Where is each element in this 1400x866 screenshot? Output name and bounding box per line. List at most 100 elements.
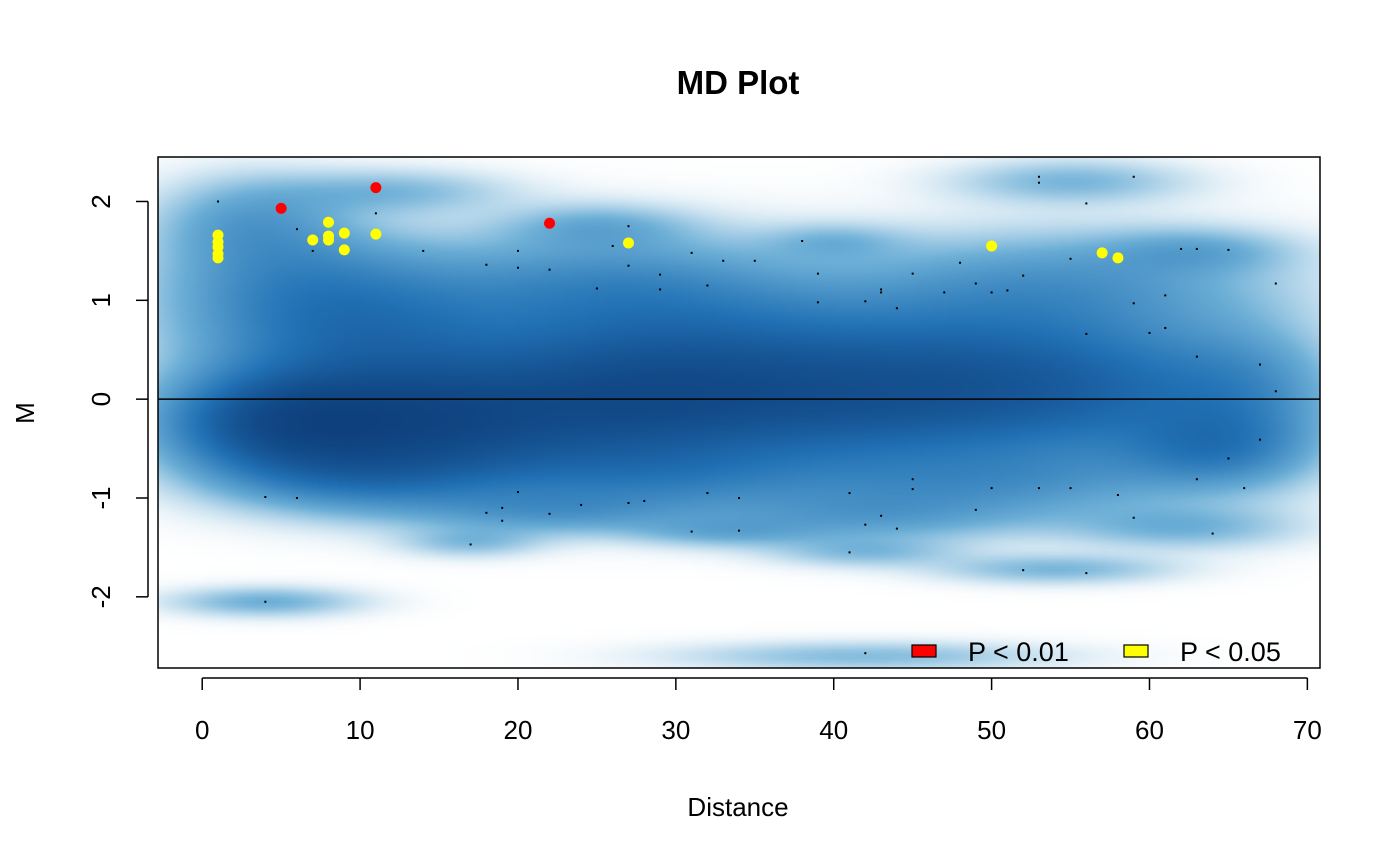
- background-point: [990, 487, 993, 490]
- y-tick-label: 2: [86, 194, 116, 208]
- x-axis-label: Distance: [687, 792, 788, 822]
- background-point: [1274, 390, 1277, 393]
- background-point: [311, 249, 314, 252]
- background-point: [864, 300, 867, 303]
- background-point: [516, 491, 519, 494]
- background-point: [722, 259, 725, 262]
- background-point: [1037, 487, 1040, 490]
- background-point: [595, 287, 598, 290]
- background-point: [485, 511, 488, 514]
- background-point: [516, 249, 519, 252]
- y-tick-label: 0: [86, 392, 116, 406]
- background-point: [659, 273, 662, 276]
- background-point: [911, 272, 914, 275]
- background-point: [1132, 302, 1135, 305]
- significant-point: [986, 240, 998, 252]
- significant-point: [338, 244, 350, 256]
- plot-border: [157, 156, 1321, 669]
- background-point: [501, 506, 504, 509]
- background-point: [1085, 202, 1088, 205]
- background-point: [1022, 274, 1025, 277]
- background-point: [738, 529, 740, 532]
- background-point: [690, 251, 693, 254]
- significant-point: [275, 202, 287, 214]
- density-heatmap: [158, 157, 1320, 668]
- background-point: [880, 288, 883, 291]
- background-point: [1259, 363, 1262, 366]
- background-point: [548, 512, 551, 515]
- background-point: [264, 496, 267, 499]
- background-point: [911, 488, 914, 491]
- background-point: [895, 527, 898, 530]
- background-point: [485, 263, 488, 266]
- background-point: [1085, 332, 1088, 335]
- background-point: [816, 272, 819, 275]
- background-point: [1132, 516, 1135, 519]
- background-point: [738, 496, 740, 499]
- background-point: [864, 523, 867, 526]
- background-point: [706, 284, 709, 287]
- background-point: [516, 266, 519, 269]
- background-point: [706, 492, 709, 495]
- significant-point: [338, 227, 350, 239]
- y-tick-label: -2: [86, 585, 116, 608]
- chart-title: MD Plot: [677, 64, 800, 101]
- background-point: [580, 503, 583, 506]
- significant-point: [1096, 247, 1108, 259]
- background-point: [911, 478, 914, 481]
- background-point: [1195, 478, 1198, 481]
- background-point: [880, 514, 883, 517]
- background-point: [1227, 457, 1230, 460]
- background-point: [1085, 572, 1088, 575]
- background-point: [422, 249, 425, 252]
- significant-point: [370, 228, 382, 240]
- y-tick-label: -1: [86, 486, 116, 509]
- background-point: [627, 225, 630, 228]
- background-point: [943, 291, 946, 294]
- background-point: [1195, 355, 1198, 358]
- x-tick-label: 0: [195, 715, 209, 745]
- significant-point: [370, 182, 382, 194]
- background-point: [659, 288, 662, 291]
- significant-point: [323, 216, 335, 228]
- background-point: [627, 264, 630, 267]
- background-point: [1132, 175, 1135, 178]
- legend-swatch: [1123, 644, 1149, 658]
- significant-point: [307, 234, 319, 246]
- background-point: [1227, 248, 1230, 251]
- background-point: [753, 259, 756, 262]
- significant-point: [544, 217, 556, 229]
- background-point: [974, 508, 977, 511]
- background-point: [1259, 438, 1262, 441]
- background-point: [801, 240, 804, 243]
- background-point: [1069, 257, 1072, 260]
- x-tick-label: 70: [1293, 715, 1322, 745]
- background-point: [374, 212, 377, 215]
- background-point: [974, 282, 977, 285]
- background-point: [469, 543, 472, 546]
- background-point: [816, 301, 819, 304]
- background-point: [1116, 494, 1119, 497]
- background-point: [643, 499, 646, 502]
- legend-label: P < 0.01: [968, 637, 1069, 667]
- significant-point: [212, 252, 224, 264]
- background-point: [880, 291, 883, 294]
- background-point: [627, 501, 630, 504]
- background-point: [1037, 175, 1040, 178]
- axes: 0 10 20 30 40 50 60 70 -2 -1 0 1 2: [86, 156, 1322, 745]
- x-tick-label: 50: [977, 715, 1006, 745]
- background-point: [216, 200, 219, 203]
- y-axis-label: M: [10, 402, 40, 424]
- x-tick-label: 30: [661, 715, 690, 745]
- background-point: [548, 268, 551, 271]
- background-point: [611, 244, 614, 247]
- background-point: [1274, 282, 1277, 285]
- background-point: [848, 492, 851, 495]
- background-point: [1148, 331, 1151, 334]
- legend-swatch: [911, 644, 937, 658]
- background-point: [1195, 247, 1198, 250]
- background-point: [295, 228, 298, 231]
- background-point: [895, 307, 898, 310]
